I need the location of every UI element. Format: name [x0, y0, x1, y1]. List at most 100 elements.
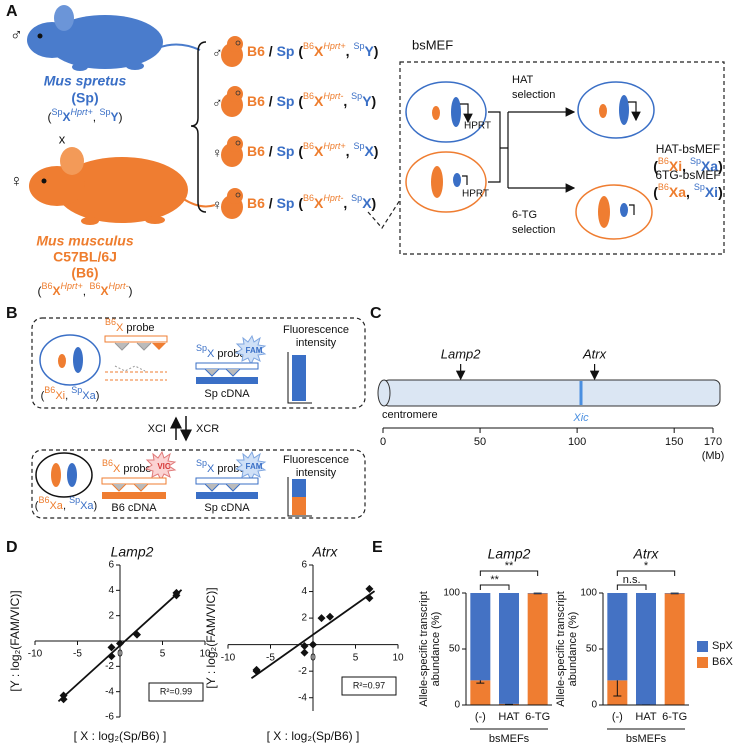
cdna	[101, 477, 167, 499]
text-segment: Sp	[277, 195, 295, 211]
text-segment: ,	[83, 284, 90, 298]
text-segment: )	[372, 93, 377, 109]
x-tick-label: 100	[568, 436, 586, 448]
text-segment: X	[116, 322, 124, 334]
cell	[35, 452, 93, 498]
genotype: (B6Xi, SpXa)	[41, 385, 100, 402]
text-segment: Hprt-	[109, 281, 129, 291]
text-segment: X	[364, 143, 374, 159]
cdna	[195, 477, 259, 499]
dye-star	[144, 450, 177, 482]
panel-label: E	[372, 539, 383, 556]
text-segment: Sp	[277, 43, 295, 59]
species-name: Mus spretus	[44, 73, 127, 89]
text-segment: Y	[364, 43, 374, 59]
box-title: bsMEF	[412, 37, 453, 52]
text-segment: Xi	[705, 184, 718, 200]
dye-star	[234, 334, 267, 366]
text-segment: B6	[303, 141, 314, 151]
text-segment: (	[38, 284, 42, 298]
text-segment: Hprt-	[323, 91, 343, 101]
selection-label: selection	[512, 89, 555, 101]
text-segment: X	[314, 93, 324, 109]
musculus-mouse	[29, 147, 216, 225]
fluorescence-label: Fluorescence	[283, 454, 349, 466]
text-segment: Hprt+	[61, 281, 83, 291]
genotype: B6 / Sp (B6XHprt+, SpY)	[247, 41, 378, 58]
fluorescence-bar	[287, 477, 312, 517]
annotation-box	[341, 676, 397, 696]
species-abbr: (B6)	[71, 265, 98, 281]
text-segment: Sp	[353, 41, 364, 51]
y-axis-label: abundance (%)	[430, 612, 442, 687]
text-segment: probe	[214, 463, 245, 475]
fluorescence-bar	[287, 352, 312, 404]
genotype: (SpXHprt+, SpY)	[48, 107, 123, 124]
centromere-label: centromere	[382, 409, 438, 421]
text-segment: )	[129, 284, 133, 298]
significance-bracket	[479, 570, 539, 576]
point	[365, 584, 374, 593]
embryo	[220, 35, 244, 68]
text-segment: Sp	[196, 458, 207, 468]
text-segment: ,	[63, 500, 69, 512]
genotype: (B6Xi, SpXa)	[653, 156, 723, 173]
point	[252, 665, 261, 674]
text-segment: X	[207, 463, 215, 475]
sex-symbol: ♀	[212, 145, 223, 161]
text-segment: B6	[303, 91, 314, 101]
text-segment: Sp	[69, 495, 80, 505]
y-tick-label: -4	[298, 692, 307, 703]
bar-segment	[527, 593, 548, 705]
y-axis-label: [Y : log₂(FAM/VIC)]	[8, 590, 22, 691]
bar-segment	[636, 593, 656, 705]
genotype: (B6XHprt+, B6XHprt-)	[38, 281, 133, 298]
point	[317, 614, 326, 623]
text-segment: probe	[214, 348, 245, 360]
text-segment: (	[294, 195, 303, 211]
text-segment: )	[718, 158, 723, 174]
point	[326, 612, 334, 621]
dye-label: VIC	[157, 462, 171, 471]
significance-bracket	[479, 584, 510, 590]
cdna-label: Sp cDNA	[204, 502, 250, 514]
text-segment: B6	[658, 182, 669, 192]
probe-label: SpX probe	[196, 458, 246, 475]
panel-label: B	[6, 305, 18, 322]
centromere	[377, 379, 391, 407]
genotype: B6 / Sp (B6XHprt-, SpY)	[247, 91, 376, 108]
fluorescence-label: intensity	[296, 467, 337, 479]
sex-symbol: ♂	[10, 25, 23, 44]
text-segment: )	[718, 184, 723, 200]
text-segment: Sp	[277, 93, 295, 109]
y-tick-label: 6	[108, 560, 114, 571]
text-segment: ,	[65, 390, 71, 402]
x-tick-label: 170	[704, 436, 722, 448]
embryo	[220, 85, 244, 118]
text-segment: Y	[110, 110, 118, 124]
point	[172, 588, 181, 597]
legend-label: SpX	[712, 640, 733, 652]
text-segment: Sp	[690, 156, 701, 166]
text-segment: Xa	[701, 158, 718, 174]
probe-label: SpX probe	[196, 343, 246, 360]
y-tick-label: 4	[301, 586, 307, 597]
x-tick-label: 0	[117, 649, 123, 660]
connector	[488, 111, 509, 188]
cell	[575, 184, 653, 240]
text-segment: X	[53, 284, 61, 298]
y-tick-label: 0	[591, 700, 597, 711]
text-segment: ,	[343, 93, 351, 109]
x-tick-label: -10	[221, 652, 236, 663]
chart-title: Atrx	[633, 546, 660, 562]
chromosome	[382, 379, 721, 407]
cdna	[195, 362, 259, 384]
y-tick-label: 100	[580, 588, 597, 599]
y-tick-label: 50	[586, 644, 598, 655]
text-segment: probe	[120, 463, 151, 475]
offspring: ♂ B6 / Sp (B6XHprt+, SpY) ♂ B6 / Sp (B6X…	[212, 35, 378, 220]
x-tick-label: 5	[160, 649, 166, 660]
text-segment: Sp	[52, 107, 63, 117]
text-segment: Xi	[669, 158, 682, 174]
text-segment: )	[119, 110, 123, 124]
